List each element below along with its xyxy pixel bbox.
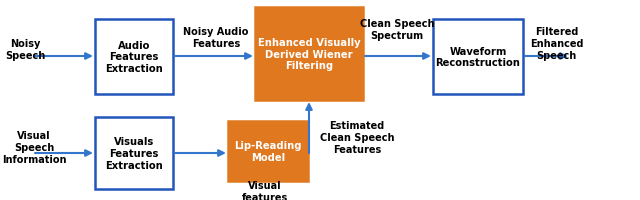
Bar xyxy=(95,20,173,95)
Bar xyxy=(433,20,523,95)
Text: Enhanced Visually
Derived Wiener
Filtering: Enhanced Visually Derived Wiener Filteri… xyxy=(258,38,360,71)
Text: Noisy
Speech: Noisy Speech xyxy=(5,39,45,60)
Text: Estimated
Clean Speech
Features: Estimated Clean Speech Features xyxy=(320,121,394,154)
Text: Visual
Speech
Information: Visual Speech Information xyxy=(2,131,67,164)
Text: Visuals
Features
Extraction: Visuals Features Extraction xyxy=(105,137,163,170)
Text: Filtered
Enhanced
Speech: Filtered Enhanced Speech xyxy=(530,27,584,60)
Text: Visual
features: Visual features xyxy=(242,180,288,200)
Bar xyxy=(255,8,363,100)
Bar xyxy=(228,121,308,181)
Text: Audio
Features
Extraction: Audio Features Extraction xyxy=(105,41,163,74)
Text: Noisy Audio
Features: Noisy Audio Features xyxy=(183,27,249,49)
Text: Lip-Reading
Model: Lip-Reading Model xyxy=(234,140,301,162)
Text: Waveform
Reconstruction: Waveform Reconstruction xyxy=(436,46,520,68)
Bar xyxy=(95,117,173,189)
Text: Clean Speech
Spectrum: Clean Speech Spectrum xyxy=(360,19,435,41)
